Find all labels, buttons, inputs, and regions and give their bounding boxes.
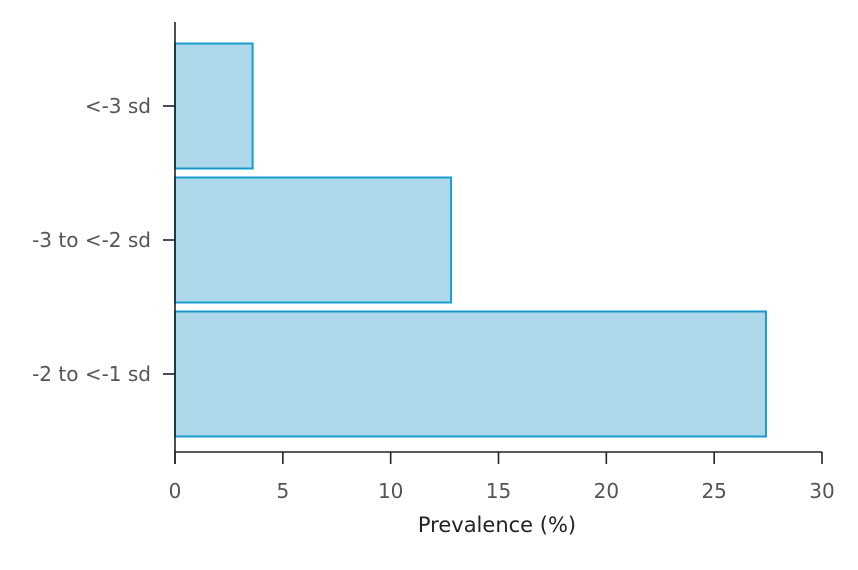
x-tick-label: 30 xyxy=(809,479,834,503)
y-tick-label: <-3 sd xyxy=(85,94,151,118)
bars-group xyxy=(174,42,767,438)
x-axis-label: Prevalence (%) xyxy=(418,513,576,537)
bar xyxy=(174,310,767,438)
ticks-group: <-3 sd -3 to <-2 sd -2 to <-1 sd 0 5 10 15 20 25… xyxy=(32,94,835,503)
bar xyxy=(174,42,254,170)
y-tick-label: -2 to <-1 sd xyxy=(32,362,151,386)
y-tick-label: -3 to <-2 sd xyxy=(32,228,151,252)
x-tick-label: 20 xyxy=(594,479,619,503)
x-tick-label: 5 xyxy=(276,479,289,503)
x-tick-label: 25 xyxy=(701,479,726,503)
bar xyxy=(174,176,453,304)
x-tick-label: 10 xyxy=(378,479,403,503)
x-tick-label: 15 xyxy=(486,479,511,503)
x-tick-label: 0 xyxy=(169,479,182,503)
